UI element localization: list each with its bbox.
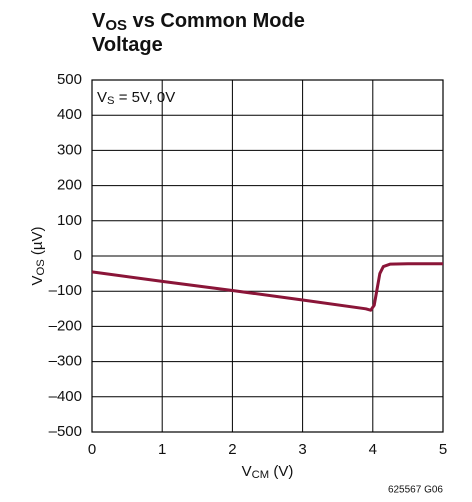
x-axis-label-part: (V): [269, 463, 293, 480]
x-tick-label: 4: [369, 441, 377, 458]
y-tick-label: 200: [57, 177, 82, 194]
x-tick-label: 5: [439, 441, 447, 458]
plot-frame: [91, 79, 444, 433]
x-axis-label-part: CM: [252, 469, 270, 481]
x-axis-label-part: V: [242, 463, 252, 480]
x-axis-label: VCM (V): [242, 463, 294, 481]
x-tick-label: 3: [298, 441, 306, 458]
y-tick-label: –200: [49, 317, 82, 334]
chart-title: VOS vs Common Mode: [92, 10, 305, 33]
chart-title-part: V: [92, 10, 106, 32]
data-line: [91, 262, 443, 312]
annotation-part: S: [107, 95, 115, 107]
chart-title-part: vs Common Mode: [127, 10, 305, 32]
y-axis-label: VOS (µV): [29, 226, 47, 285]
x-tick-label: 2: [228, 441, 236, 458]
y-axis-label-part: OS: [35, 259, 47, 275]
y-axis-label-part: (µV): [29, 226, 46, 259]
y-tick-label: –500: [49, 423, 82, 440]
annotation: VS = 5V, 0V: [97, 89, 175, 107]
chart-title-line2-part: Voltage: [92, 34, 163, 56]
y-tick-label: –400: [49, 388, 82, 405]
annotation-part: V: [97, 89, 107, 106]
y-tick-label: 100: [57, 212, 82, 229]
annotation-part: = 5V, 0V: [115, 89, 176, 106]
y-tick-label: 400: [57, 106, 82, 123]
chart-title-part: OS: [105, 17, 127, 34]
chart-title-line2: Voltage: [92, 34, 163, 56]
footnote: 625567 G06: [388, 485, 443, 496]
y-axis-label-part: V: [29, 276, 46, 286]
x-tick-label: 0: [88, 441, 96, 458]
x-tick-label: 1: [158, 441, 166, 458]
y-tick-label: –100: [49, 282, 82, 299]
y-tick-label: 500: [57, 71, 82, 88]
y-tick-label: –300: [49, 353, 82, 370]
y-tick-label: 300: [57, 141, 82, 158]
y-tick-label: 0: [74, 247, 82, 264]
